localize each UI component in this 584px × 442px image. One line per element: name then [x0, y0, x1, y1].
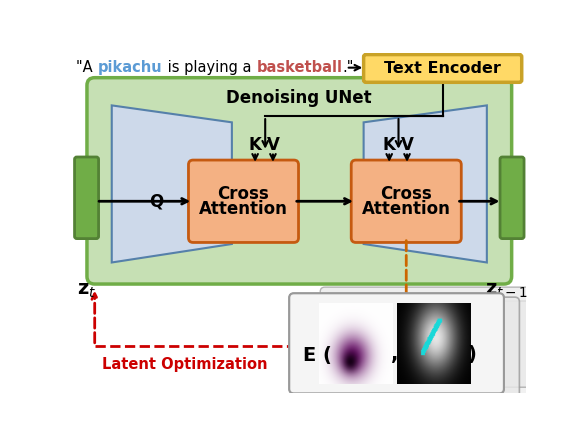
Text: ): )	[468, 345, 477, 364]
Text: $\mathbf{z}_t$: $\mathbf{z}_t$	[77, 281, 96, 300]
Text: Text Encoder: Text Encoder	[384, 61, 501, 76]
Text: Latent Optimization: Latent Optimization	[102, 358, 268, 373]
Text: K: K	[383, 137, 395, 154]
Text: Cross: Cross	[380, 185, 432, 203]
Polygon shape	[112, 105, 232, 263]
Text: $\mathbf{z}_{t-1}$: $\mathbf{z}_{t-1}$	[485, 281, 529, 300]
FancyBboxPatch shape	[320, 287, 535, 387]
Text: Cross: Cross	[218, 185, 269, 203]
FancyBboxPatch shape	[364, 54, 522, 82]
Text: V: V	[266, 137, 279, 154]
Text: Attention: Attention	[199, 200, 288, 218]
Text: .": ."	[343, 60, 354, 75]
Text: "A: "A	[76, 60, 98, 75]
Text: K: K	[249, 137, 262, 154]
FancyBboxPatch shape	[189, 160, 298, 243]
Polygon shape	[364, 105, 487, 263]
FancyBboxPatch shape	[305, 297, 519, 397]
FancyBboxPatch shape	[289, 293, 504, 393]
Text: Denoising UNet: Denoising UNet	[227, 89, 372, 107]
FancyBboxPatch shape	[351, 160, 461, 243]
Text: is playing a: is playing a	[162, 60, 256, 75]
FancyBboxPatch shape	[289, 293, 504, 393]
FancyBboxPatch shape	[320, 301, 535, 401]
Text: Q: Q	[150, 192, 164, 210]
Text: basketball: basketball	[256, 60, 342, 75]
FancyBboxPatch shape	[87, 78, 512, 284]
Text: ,: ,	[391, 345, 398, 364]
FancyBboxPatch shape	[75, 157, 99, 239]
Text: pikachu: pikachu	[98, 60, 162, 75]
Text: Attention: Attention	[362, 200, 451, 218]
Text: V: V	[401, 137, 413, 154]
Text: $\mathbf{E}$ (: $\mathbf{E}$ (	[303, 344, 332, 366]
FancyBboxPatch shape	[500, 157, 524, 239]
